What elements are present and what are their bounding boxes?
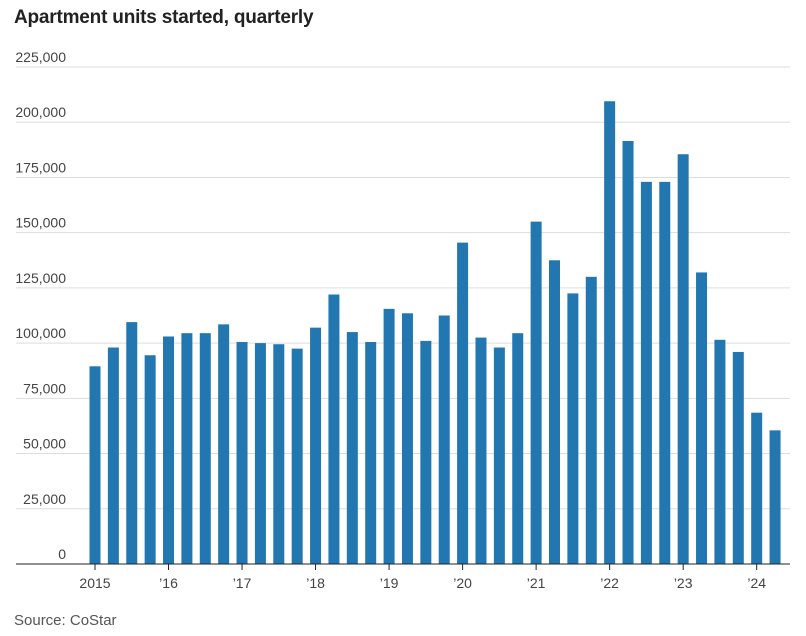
bar xyxy=(365,342,377,564)
x-tick-label: ’18 xyxy=(306,575,325,591)
y-tick-label: 25,000 xyxy=(23,491,66,507)
bar xyxy=(438,315,450,564)
x-tick-label: ’23 xyxy=(674,575,693,591)
bar xyxy=(401,313,413,564)
bar xyxy=(677,154,689,564)
bar xyxy=(310,327,322,564)
y-tick-label: 100,000 xyxy=(15,325,66,341)
x-tick-label: ’16 xyxy=(159,575,178,591)
bar xyxy=(567,293,579,564)
bar xyxy=(181,333,193,564)
x-axis-labels: 2015 ’16 ’17 ’18 ’19 ’20 ’21 ’22 ’23 ’24 xyxy=(79,564,766,591)
y-tick-label: 175,000 xyxy=(15,159,66,175)
x-tick-label: ’20 xyxy=(453,575,472,591)
bar xyxy=(585,276,597,564)
bar xyxy=(273,344,285,564)
bars xyxy=(89,101,781,565)
bar xyxy=(475,337,487,564)
bar xyxy=(493,347,505,564)
chart-title: Apartment units started, quarterly xyxy=(14,7,314,28)
bar xyxy=(383,308,395,564)
x-tick-label: ’24 xyxy=(747,575,766,591)
bar xyxy=(236,342,248,564)
x-tick-label: ’21 xyxy=(527,575,546,591)
bar xyxy=(549,260,560,564)
bar xyxy=(126,322,138,564)
bar xyxy=(512,333,524,564)
x-tick-label: 2015 xyxy=(79,575,110,591)
bar xyxy=(457,242,469,565)
bar xyxy=(199,333,211,564)
bar xyxy=(89,366,101,564)
bar xyxy=(254,343,266,564)
y-tick-label: 50,000 xyxy=(23,436,66,452)
bar xyxy=(328,294,340,564)
y-tick-label: 75,000 xyxy=(23,380,66,396)
bar xyxy=(751,412,763,564)
bar xyxy=(420,340,432,564)
bar xyxy=(346,332,358,564)
y-axis-labels: 0 25,000 50,000 75,000 100,000 125,000 150,000… xyxy=(15,49,66,562)
y-tick-label: 200,000 xyxy=(15,104,66,120)
bar xyxy=(659,181,671,565)
bar xyxy=(218,324,230,564)
bar xyxy=(622,141,634,564)
y-tick-label: 150,000 xyxy=(15,215,66,231)
y-tick-label: 225,000 xyxy=(15,49,66,65)
bar xyxy=(769,430,781,564)
bar xyxy=(163,336,175,564)
bar xyxy=(291,348,303,564)
bar xyxy=(714,339,726,564)
bar xyxy=(530,221,542,564)
x-tick-label: ’22 xyxy=(600,575,619,591)
bar xyxy=(107,347,119,564)
x-tick-label: ’19 xyxy=(380,575,399,591)
x-tick-label: ’17 xyxy=(233,575,252,591)
y-tick-label: 0 xyxy=(58,546,66,562)
source-note: Source: CoStar xyxy=(14,612,117,629)
y-tick-label: 125,000 xyxy=(15,270,66,286)
bar xyxy=(144,355,156,564)
bar xyxy=(640,181,652,565)
bar xyxy=(732,351,744,564)
bar xyxy=(604,101,616,565)
bar xyxy=(696,272,708,564)
